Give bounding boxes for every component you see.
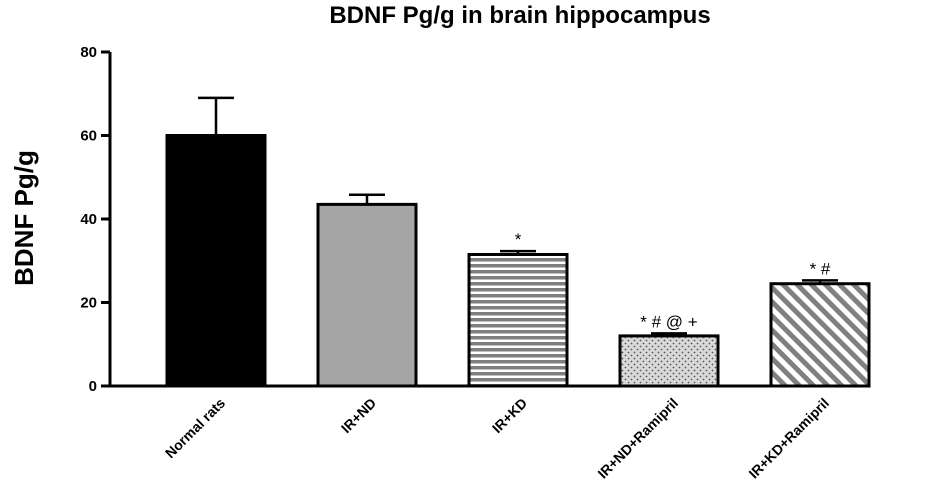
- chart-title: BDNF Pg/g in brain hippocampus: [329, 2, 711, 29]
- x-tick-label: IR+ND+Ramipril: [594, 395, 681, 482]
- bar: [165, 134, 267, 388]
- significance-label: * #: [810, 259, 831, 278]
- y-tick-label: 20: [80, 295, 97, 312]
- y-tick-label: 60: [80, 128, 97, 145]
- bars: * * # @ + * #: [165, 96, 871, 388]
- x-tick-label: IR+KD: [489, 395, 530, 436]
- significance-label: * # @ +: [640, 312, 697, 331]
- y-tick-label: 80: [80, 44, 97, 61]
- y-tick-label: 0: [89, 378, 97, 395]
- bar: [316, 202, 418, 388]
- x-tick-label: IR+ND: [338, 395, 379, 436]
- y-axis-label: BDNF Pg/g: [9, 150, 39, 286]
- category-labels: Normal rats IR+ND IR+KD IR+ND+Ramipril IR+KD…: [162, 395, 832, 482]
- x-tick-label: Normal rats: [162, 395, 228, 461]
- bar: [467, 252, 569, 388]
- x-tick-label: IR+KD+Ramipril: [745, 395, 832, 482]
- bar: [618, 334, 720, 388]
- significance-label: *: [515, 230, 522, 249]
- y-axis: 0 20 40 60 80: [80, 44, 112, 395]
- y-tick-label: 40: [80, 211, 97, 228]
- bar: [769, 282, 871, 388]
